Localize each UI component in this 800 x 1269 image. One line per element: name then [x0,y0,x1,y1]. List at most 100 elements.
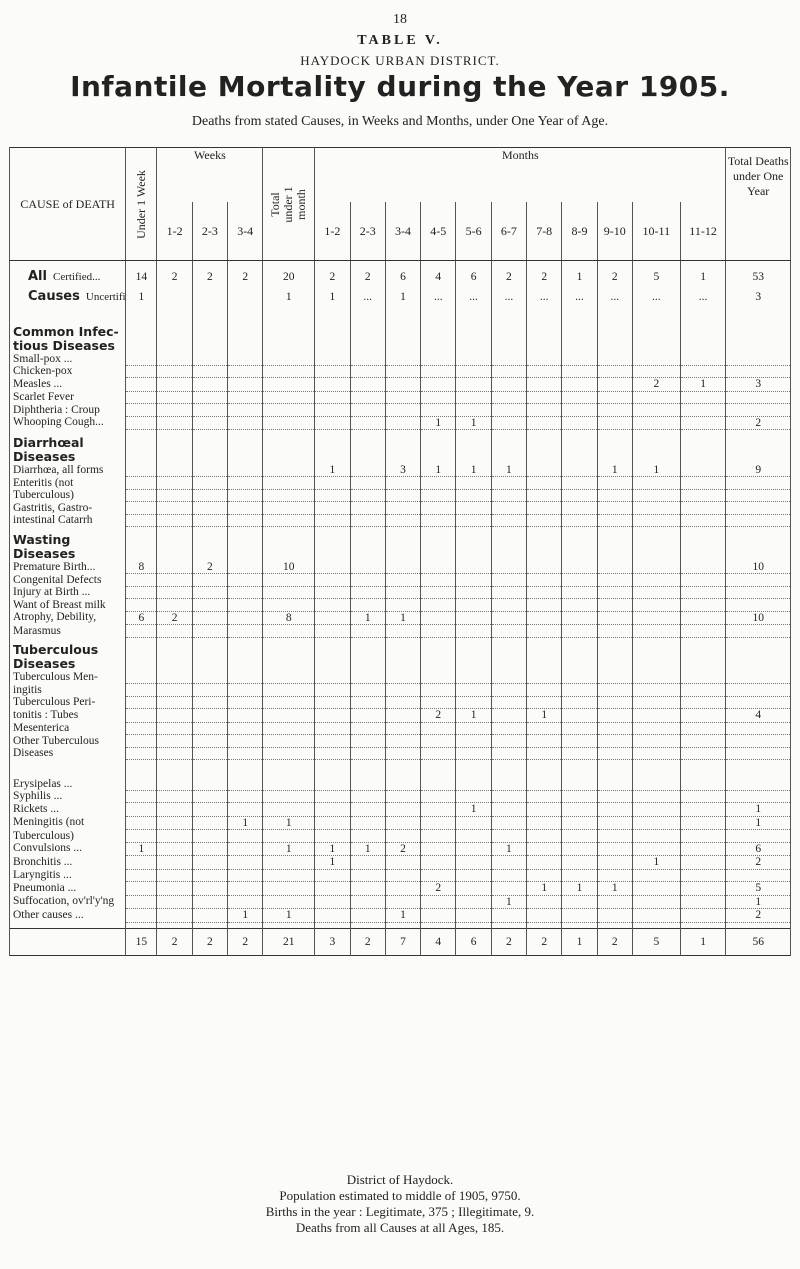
table-cell [227,722,264,735]
table-cell [262,377,316,392]
spacer-cell [679,429,727,436]
table-cell [349,489,386,502]
spacer-cell [631,771,681,778]
total-cell: 2 [349,927,386,955]
table-cell [349,624,386,638]
table-cell [125,696,158,709]
table-cell [191,489,229,502]
mortality-table: CAUSE of DEATH Under 1 Week Weeks Total … [8,147,791,956]
table-cell [349,790,386,803]
table-cell [156,463,193,477]
table-cell [262,696,316,709]
section-heading-cell [725,324,791,339]
spacer-cell [725,429,791,436]
row-label: Injury at Birth ... [8,586,127,599]
table-cell [420,747,457,760]
table-cell [314,708,351,723]
table-cell [314,611,351,625]
total-cell: 7 [384,927,422,955]
table-cell [191,790,229,803]
table-cell [384,365,422,378]
all-causes-label: Causes Uncertifi'd [8,286,127,307]
spacer-row [8,429,791,436]
section-heading-cell [156,324,193,339]
all-causes-row: All Certified... 14 2 2 2 20 2 2 6 4 6 2 2 1 2 5 1 53 [8,266,791,287]
header-weeks-group: Weeks [156,147,264,202]
table-cell [679,403,727,417]
table-cell: 10 [725,611,791,625]
table-cell [679,869,727,882]
row-label: Gastritis, Gastro- [8,501,127,514]
section-heading-cell [349,324,386,339]
table-cell [490,476,528,490]
table-cell [455,683,492,697]
table-cell [455,855,492,870]
table-cell [156,747,193,760]
table-cell [420,722,457,735]
section-heading-cell [561,338,598,353]
table-cell [262,352,316,366]
row-label: Premature Birth... [8,560,127,574]
table-cell [490,671,528,684]
table-cell [490,391,528,404]
section-heading-cell [125,643,158,657]
table-cell [420,683,457,697]
row-label: Meningitis (not [8,816,127,830]
section-heading-cell [314,324,351,339]
header-total: Total Deaths under One Year [725,147,791,261]
spacer-cell [227,318,264,325]
table-cell: 6 [725,842,791,856]
section-heading-cell [596,657,633,671]
total-cell: 5 [631,927,681,955]
table-cell [384,352,422,366]
table-row: Meningitis (not 1 1 1 [8,816,791,830]
table-cell [679,352,727,366]
spacer-cell [227,312,264,319]
table-cell: 1 [561,881,598,896]
table-cell [125,708,158,723]
table-cell [125,829,158,843]
table-cell [314,352,351,366]
row-label: Small-pox ... [8,352,127,365]
section-heading-cell [384,643,422,657]
spacer-row [8,765,791,772]
spacer-cell [679,260,727,267]
table-cell [631,624,681,638]
table-cell [526,842,563,856]
table-cell [125,573,158,587]
table-cell [191,391,229,404]
table-cell [490,377,528,392]
section-heading-cell [596,324,633,339]
table-cell: 2 [191,560,229,574]
section-heading-cell [156,657,193,671]
table-cell [262,855,316,870]
total-cell: 3 [314,927,351,955]
section-heading-cell [349,643,386,657]
table-cell [227,489,264,502]
section-heading-cell [262,657,316,671]
table-cell [227,403,264,417]
table-cell [384,598,422,612]
totals-row: 15 2 2 2 21 3 2 7 4 6 2 2 1 2 5 1 56 [8,927,791,955]
table-cell [125,463,158,477]
table-cell [384,586,422,599]
table-cell [725,586,791,599]
table-cell [191,842,229,856]
table-cell [631,696,681,709]
table-row: Bronchitis ... 1 1 2 [8,855,791,870]
table-cell [125,352,158,366]
table-cell [631,747,681,760]
header-month-8-9: 8-9 [561,201,598,261]
all-causes-row: CausesUncertifi'd111...1................… [8,286,791,307]
table-cell [561,829,598,843]
table-cell: 2 [725,416,791,430]
spacer-row [8,637,791,643]
row-label: Tuberculous) [8,829,127,842]
table-cell [156,489,193,502]
spacer-cell [596,429,633,436]
table-cell [262,777,316,791]
table-cell [349,671,386,684]
table-cell: 1 [349,842,386,856]
table-cell [191,696,229,709]
table-row: Suffocation, ov'rl'y'ng 1 1 [8,895,791,909]
